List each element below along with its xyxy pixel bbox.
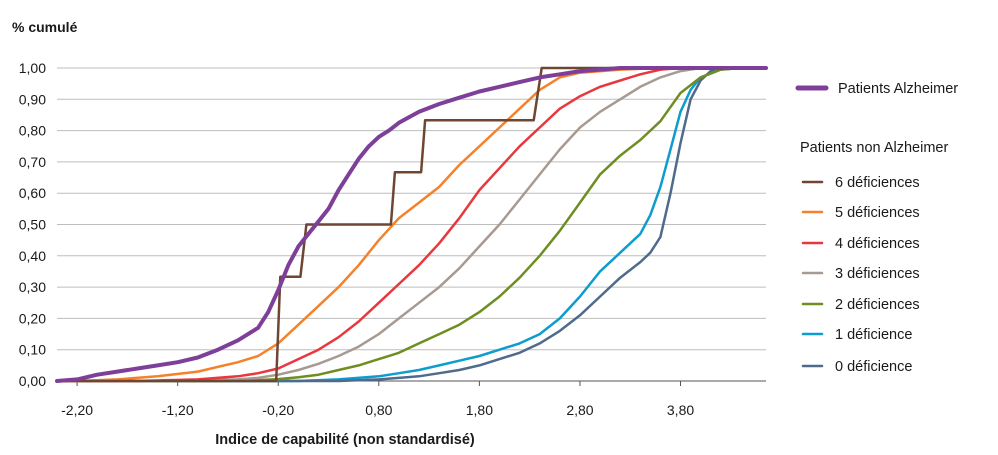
legend: Patients non Alzheimer Patients Alzheime…: [795, 81, 958, 375]
legend-label-7: 0 déficience: [835, 359, 912, 375]
y-tick-label: 0,70: [19, 154, 46, 170]
y-tick-label: 0,60: [19, 185, 46, 201]
legend-label-1: 6 déficiences: [835, 175, 920, 191]
x-axis-title: Indice de capabilité (non standardisé): [215, 432, 475, 448]
legend-label-4: 3 déficiences: [835, 266, 920, 282]
series-line-6: [55, 66, 768, 383]
y-tick-label: 1,00: [19, 60, 46, 76]
series-line-2: [55, 66, 768, 383]
x-tick-label: -1,20: [162, 402, 194, 418]
legend-label-2: 5 déficiences: [835, 205, 920, 221]
y-tick-label: 0,80: [19, 123, 46, 139]
x-tick-labels: -2,20 -1,20 -0,20 0,80 1,80 2,80 3,80: [61, 381, 694, 418]
legend-label-3: 4 déficiences: [835, 236, 920, 252]
x-tick-label: 0,80: [365, 402, 392, 418]
series-line-7: [55, 66, 768, 383]
y-tick-label: 0,30: [19, 279, 46, 295]
series-line-5: [55, 66, 768, 383]
series-line-4: [55, 66, 768, 383]
x-tick-label: 2,80: [566, 402, 593, 418]
y-tick-label: 0,10: [19, 342, 46, 358]
y-tick-label: 0,20: [19, 310, 46, 326]
y-tick-label: 0,90: [19, 91, 46, 107]
series-line-3: [55, 66, 768, 383]
series-line-1: [55, 66, 768, 383]
y-tick-label: 0,50: [19, 217, 46, 233]
x-tick-label: -2,20: [61, 402, 93, 418]
x-tick-label: 3,80: [667, 402, 694, 418]
legend-label-6: 1 déficience: [835, 327, 912, 343]
y-tick-label: 0,40: [19, 248, 46, 264]
legend-group-title: Patients non Alzheimer: [800, 140, 948, 156]
legend-label-5: 2 déficiences: [835, 297, 920, 313]
y-tick-label: 0,00: [19, 373, 46, 389]
x-tick-label: 1,80: [466, 402, 493, 418]
y-tick-labels: 0,00 0,10 0,20 0,30 0,40 0,50 0,60 0,70 0,80 0,90…: [19, 60, 46, 389]
series-lines: [55, 66, 768, 383]
x-tick-label: -0,20: [262, 402, 294, 418]
legend-label-0: Patients Alzheimer: [838, 81, 958, 97]
y-axis-title: % cumulé: [12, 19, 78, 35]
grid-lines: [57, 67, 766, 382]
series-line-0: [55, 66, 768, 383]
